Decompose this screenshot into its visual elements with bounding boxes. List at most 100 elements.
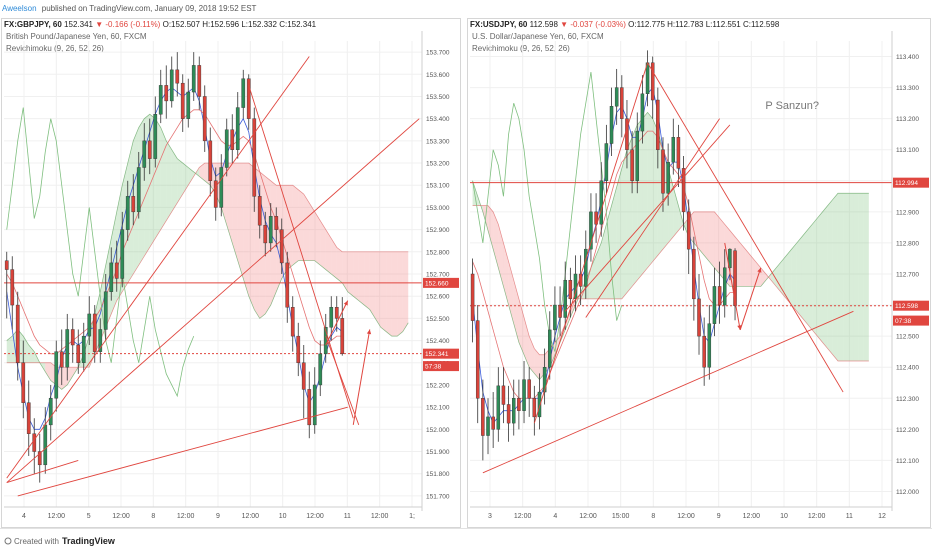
- candle-body: [147, 140, 152, 159]
- candle-body: [722, 267, 727, 306]
- candle-body: [542, 367, 547, 393]
- ichimoku-cloud-segment: [375, 251, 381, 328]
- created-with-label: Created with: [14, 537, 59, 546]
- ichimoku-cloud-segment: [508, 261, 514, 324]
- candle-body: [290, 307, 295, 337]
- y-tick-label: 113.400: [896, 54, 919, 61]
- candle-body: [32, 433, 37, 452]
- y-tick-label: 153.300: [426, 138, 450, 145]
- price-label-box: [423, 277, 459, 288]
- tradingview-logo[interactable]: TradingView: [62, 536, 116, 546]
- y-tick-label: 112.100: [896, 458, 919, 465]
- candle-body: [180, 82, 185, 119]
- ichimoku-cloud-segment: [678, 205, 684, 231]
- chart-title: U.S. Dollar/Japanese Yen, 60, FXCM: [472, 32, 604, 41]
- ichimoku-cloud-segment: [386, 251, 392, 337]
- price-change: -0.037 (-0.03%): [570, 20, 626, 29]
- x-tick-label: 4: [22, 513, 26, 520]
- candle-body: [153, 114, 158, 159]
- ichimoku-cloud-segment: [827, 199, 833, 355]
- ichimoku-cloud-segment: [336, 247, 343, 283]
- candle-body: [301, 362, 306, 390]
- ichimoku-cloud-segment: [45, 362, 51, 381]
- ichimoku-cloud-segment: [503, 242, 509, 306]
- ichimoku-cloud-segment: [303, 194, 310, 261]
- indicator-label[interactable]: Revichimoku (9, 26, 52, 26): [6, 44, 104, 53]
- ichimoku-cloud-segment: [590, 255, 597, 299]
- chart-canvas-right[interactable]: 3 12:00 4 12:00 15:00 8 12:00 9 12:00 10 12:00 11 12…: [468, 19, 932, 529]
- candle-body: [142, 140, 147, 168]
- candle-body: [131, 196, 136, 213]
- ichimoku-cloud-segment: [498, 224, 504, 287]
- candle-body: [512, 398, 516, 424]
- last-price: 152.341: [64, 20, 93, 29]
- ichimoku-cloud-segment: [28, 345, 35, 363]
- candle-body: [98, 329, 103, 352]
- leading-span-a: [472, 111, 869, 381]
- candle-body: [246, 78, 251, 119]
- close-value: C:112.598: [742, 20, 780, 29]
- candle-body: [169, 69, 174, 102]
- candle-body: [318, 353, 323, 386]
- candle-body: [213, 180, 218, 208]
- x-tick-label: 12:00: [306, 513, 324, 520]
- ichimoku-cloud-segment: [801, 230, 808, 324]
- y-tick-label: 112.400: [896, 365, 919, 372]
- author-link[interactable]: Aweelson: [2, 4, 37, 13]
- x-tick-label: 10: [279, 513, 287, 520]
- ichimoku-cloud-segment: [61, 367, 68, 390]
- ichimoku-cloud-segment: [693, 211, 700, 250]
- candle-body: [4, 260, 9, 270]
- chart-canvas-left[interactable]: 4 12:00 5 12:00 8 12:00 9 12:00 10 12:00 11 12:00 1;…: [2, 19, 462, 529]
- candle-body: [640, 93, 645, 132]
- y-tick-label: 153.500: [426, 94, 450, 101]
- indicator-line-lagging-span: [472, 72, 623, 352]
- candle-body: [717, 286, 722, 306]
- x-tick-label: 12: [878, 513, 886, 520]
- price-label: 57:38: [425, 364, 442, 371]
- ichimoku-cloud-segment: [565, 311, 571, 330]
- ichimoku-cloud-segment: [781, 255, 787, 299]
- candle-body: [481, 398, 485, 436]
- ichimoku-cloud-segment: [554, 336, 561, 355]
- ichimoku-cloud-segment: [529, 336, 535, 374]
- indicator-label[interactable]: Revichimoku (9, 26, 52, 26): [472, 44, 570, 53]
- symbol-name[interactable]: FX:GBPJPY, 60: [4, 20, 62, 29]
- ichimoku-cloud-segment: [493, 211, 499, 268]
- y-tick-label: 152.700: [426, 272, 450, 279]
- candle-body: [486, 416, 490, 436]
- candle-body: [235, 107, 240, 150]
- symbol-name[interactable]: FX:USDJPY, 60: [470, 20, 528, 29]
- candle-body: [164, 85, 169, 102]
- chart-panel-left[interactable]: FX:GBPJPY, 60 152.341 ▼ -0.166 (-0.11%) …: [1, 18, 461, 528]
- candle-body: [10, 269, 15, 306]
- publish-bar-graphics: Aweelson published on TradingView.com, J…: [2, 4, 257, 13]
- x-tick-label: 12:00: [48, 513, 66, 520]
- y-tick-label: 152.600: [426, 294, 450, 301]
- projection-line: [739, 267, 762, 331]
- y-tick-label: 153.600: [426, 72, 450, 79]
- trend-line: [6, 56, 310, 479]
- ichimoku-cloud-segment: [188, 167, 194, 186]
- candle-body: [475, 320, 480, 399]
- ichimoku-cloud-segment: [796, 236, 802, 318]
- candle-body: [252, 118, 257, 197]
- indicator-line-base-line: [472, 130, 736, 399]
- price-change: -0.166 (-0.11%): [105, 20, 161, 29]
- ichimoku-cloud-segment: [276, 185, 282, 292]
- ichimoku-cloud-segment: [570, 298, 576, 318]
- ichimoku-cloud-segment: [353, 251, 359, 301]
- ichimoku-cloud-segment: [714, 211, 720, 274]
- candle-body: [553, 304, 557, 331]
- chart-panel-right[interactable]: FX:USDJPY, 60 112.598 ▼ -0.037 (-0.03%) …: [467, 18, 931, 528]
- candle-body: [496, 385, 501, 430]
- ichimoku-cloud-segment: [397, 251, 403, 337]
- x-tick-label: 12:00: [242, 513, 260, 520]
- y-tick-label: 152.500: [426, 316, 450, 323]
- price-label: 112.598: [895, 303, 918, 310]
- ichimoku-cloud-segment: [837, 193, 844, 361]
- x-tick-label: 15:00: [612, 513, 630, 520]
- candle-body: [125, 196, 130, 230]
- candle-body: [594, 211, 598, 225]
- low-value: L:152.332: [241, 20, 277, 29]
